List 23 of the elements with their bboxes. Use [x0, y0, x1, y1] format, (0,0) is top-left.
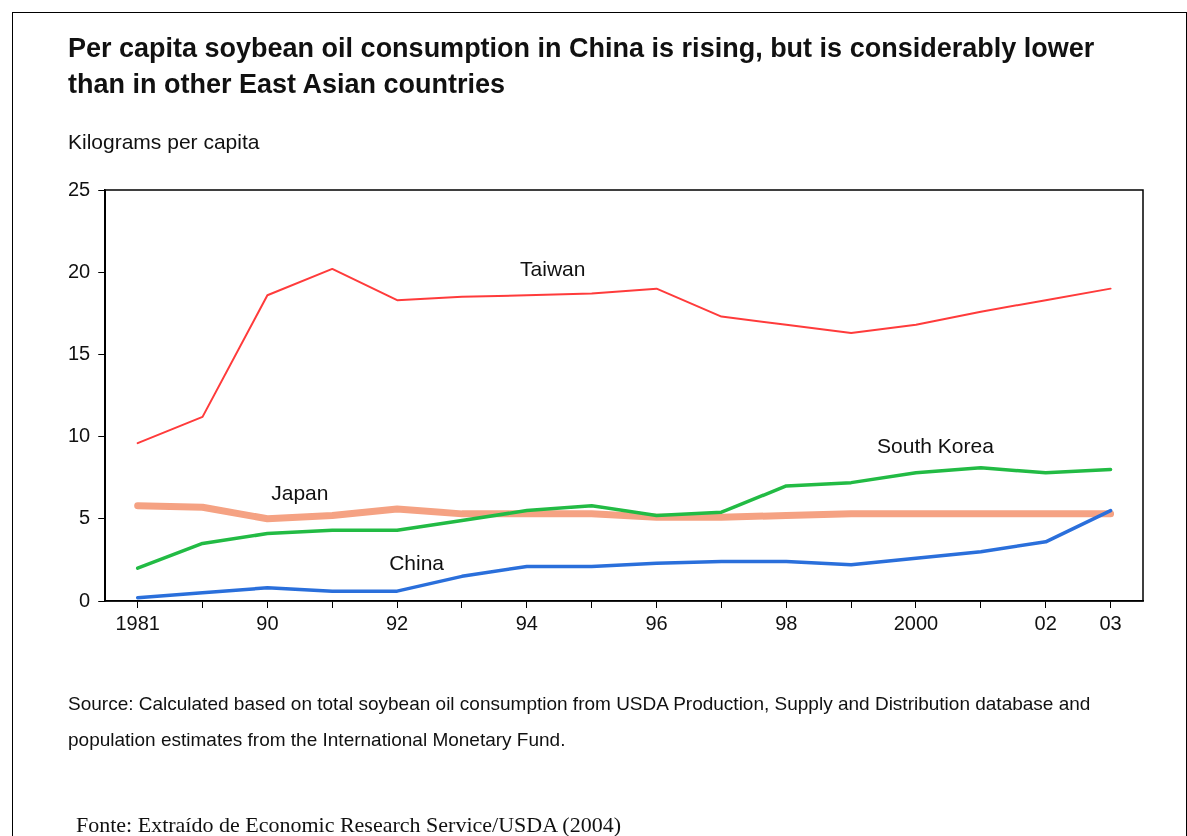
y-tick-label: 15	[68, 341, 91, 364]
y-tick-label: 5	[79, 506, 91, 529]
x-tick-label: 02	[1034, 611, 1057, 634]
x-tick-label: 96	[645, 611, 668, 634]
series-label: South Korea	[877, 433, 995, 457]
x-tick-label: 94	[515, 611, 538, 634]
y-axis-title: Kilograms per capita	[68, 130, 260, 154]
source-note: Source: Calculated based on total soybean oil consumption from USDA Production, Supply and Distribution database and population estimates from the International Monetary Fund.	[68, 692, 1092, 752]
series-label: China	[389, 550, 445, 574]
source-note: Fonte: Extraído de Economic Research Service/USDA (2004)	[76, 812, 621, 836]
x-tick-label: 98	[775, 611, 798, 634]
x-tick-label: 2000	[893, 611, 939, 634]
y-tick-label: 0	[79, 588, 91, 611]
x-tick-label: 90	[256, 611, 279, 634]
y-tick-label: 25	[68, 177, 91, 200]
x-tick-label: 03	[1099, 611, 1122, 634]
x-tick-label: 92	[385, 611, 409, 634]
chart-title: Per capita soybean oil consumption in China is rising, but is considerably lower than in other East Asian countries	[68, 32, 1096, 101]
series-label: Taiwan	[520, 256, 586, 280]
y-tick-label: 10	[68, 424, 91, 447]
series-label: Japan	[271, 481, 329, 505]
x-tick-label: 1981	[115, 611, 160, 634]
y-tick-label: 20	[68, 259, 91, 282]
